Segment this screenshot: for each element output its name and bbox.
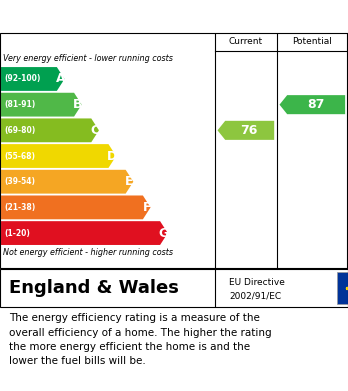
Text: G: G bbox=[159, 226, 169, 240]
Text: Potential: Potential bbox=[292, 37, 332, 46]
Text: Current: Current bbox=[229, 37, 263, 46]
Text: 87: 87 bbox=[307, 98, 324, 111]
Text: (55-68): (55-68) bbox=[4, 152, 35, 161]
Text: Not energy efficient - higher running costs: Not energy efficient - higher running co… bbox=[3, 248, 174, 257]
Text: Energy Efficiency Rating: Energy Efficiency Rating bbox=[9, 9, 230, 23]
Polygon shape bbox=[279, 95, 345, 114]
Polygon shape bbox=[1, 196, 151, 219]
Text: C: C bbox=[90, 124, 100, 137]
Text: A: A bbox=[56, 72, 65, 86]
Text: (39-54): (39-54) bbox=[4, 177, 35, 186]
Polygon shape bbox=[1, 67, 64, 91]
Text: (92-100): (92-100) bbox=[4, 74, 41, 83]
Text: B: B bbox=[73, 98, 82, 111]
Text: (81-91): (81-91) bbox=[4, 100, 35, 109]
Polygon shape bbox=[1, 93, 82, 117]
Text: (21-38): (21-38) bbox=[4, 203, 35, 212]
Text: 2002/91/EC: 2002/91/EC bbox=[229, 291, 281, 300]
Text: 76: 76 bbox=[240, 124, 258, 137]
Text: The energy efficiency rating is a measure of the
overall efficiency of a home. T: The energy efficiency rating is a measur… bbox=[9, 313, 271, 366]
Polygon shape bbox=[1, 221, 168, 245]
Text: (69-80): (69-80) bbox=[4, 126, 35, 135]
Text: D: D bbox=[107, 149, 117, 163]
Text: EU Directive: EU Directive bbox=[229, 278, 285, 287]
Text: E: E bbox=[125, 175, 134, 188]
Polygon shape bbox=[1, 170, 133, 194]
Polygon shape bbox=[218, 121, 274, 140]
Polygon shape bbox=[1, 118, 99, 142]
Text: F: F bbox=[142, 201, 151, 214]
Polygon shape bbox=[1, 144, 116, 168]
Text: (1-20): (1-20) bbox=[4, 229, 30, 238]
Bar bbox=[337, 272, 348, 304]
Text: Very energy efficient - lower running costs: Very energy efficient - lower running co… bbox=[3, 54, 173, 63]
Text: England & Wales: England & Wales bbox=[9, 279, 179, 297]
